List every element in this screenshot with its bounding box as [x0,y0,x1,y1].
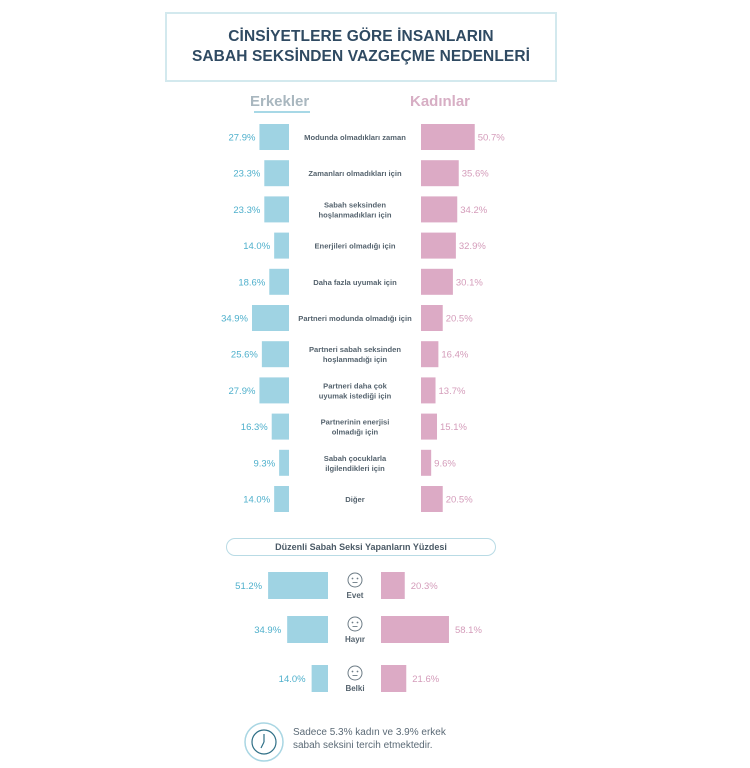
face-icon [347,616,363,632]
section2-title: Düzenli Sabah Seksi Yapanların Yüzdesi [226,538,496,556]
bar-men [261,341,289,368]
data-label-men: 23.3% [233,205,260,216]
face-eye-icon [351,621,354,624]
bar-men [264,196,289,223]
bar-women [421,232,456,259]
title-box: CİNSİYETLERE GÖRE İNSANLARIN SABAH SEKSİ… [165,12,557,82]
category-label: Diğer [345,495,364,504]
bar-women [421,305,443,331]
category-label: Sabah çocuklarla [324,454,387,463]
bar-men [268,572,328,599]
category-label: Enerjileri olmadığı için [314,242,395,251]
legend-men: Erkekler [250,93,310,110]
bar-men [264,160,289,187]
data-label-women: 30.1% [456,277,483,288]
bar-men [279,449,289,476]
bar-men [271,413,289,440]
data-label-men: 18.6% [238,277,265,288]
data-label-women: 35.6% [462,169,489,180]
face-eye-icon [356,621,359,624]
data-label-men: 51.2% [235,581,262,592]
bar-women [421,160,459,187]
data-label-men: 34.9% [254,625,281,636]
footnote: Sadece 5.3% kadın ve 3.9% erkek sabah se… [293,726,446,752]
face-eye-icon [356,577,359,580]
data-label-men: 27.9% [228,386,255,397]
data-label-women: 15.1% [440,422,467,433]
data-label-men: 23.3% [233,169,260,180]
category-label: olmadığı için [332,428,379,437]
bar-women [421,341,439,368]
category-label: Daha fazla uyumak için [313,278,397,287]
data-label-men: 16.3% [241,422,268,433]
bar-men [259,377,289,404]
bar-women [421,268,453,295]
bar-women [381,665,407,692]
bar-women [381,616,449,643]
face-icon [347,572,363,588]
category-label: hoşlanmadığı için [323,355,387,364]
category-label: Partneri modunda olmadığı için [298,314,412,323]
category-label: Zamanları olmadıkları için [308,169,402,178]
bar-men [274,486,289,512]
bar-women [381,572,405,599]
bar-men [311,665,328,692]
face-icon [347,665,363,681]
data-label-women: 9.6% [434,458,456,469]
data-label-women: 58.1% [455,625,482,636]
bar-men [259,124,289,150]
footnote-line-1: Sadece 5.3% kadın ve 3.9% erkek [293,727,446,738]
bar-women [421,124,475,150]
face-eye-icon [356,670,359,673]
data-label-women: 20.3% [411,581,438,592]
bar-men [269,268,289,295]
data-label-men: 34.9% [221,314,248,325]
data-label-men: 14.0% [279,674,306,685]
category-label: Evet [347,591,364,600]
data-label-men: 9.3% [253,458,275,469]
data-label-women: 21.6% [412,674,439,685]
title-line-2: SABAH SEKSİNDEN VAZGEÇME NEDENLERİ [191,48,531,65]
data-label-women: 34.2% [460,205,487,216]
category-label: Modunda olmadıkları zaman [304,133,406,142]
data-label-men: 27.9% [228,133,255,144]
data-label-women: 20.5% [446,495,473,506]
data-label-women: 32.9% [459,241,486,252]
bar-women [421,377,436,404]
bar-women [421,196,458,223]
data-label-men: 25.6% [231,350,258,361]
category-label: Partnerinin enerjisi [321,418,390,427]
category-label: hoşlanmadıkları için [318,210,391,219]
category-label: Belki [345,684,364,693]
face-eye-icon [351,577,354,580]
category-label: Partneri daha çok [323,381,388,390]
title-line-1: CİNSİYETLERE GÖRE İNSANLARIN [228,28,494,45]
clock-icon [244,722,284,762]
category-label: ilgilendikleri için [325,464,385,473]
bar-women [421,413,438,440]
data-label-men: 14.0% [243,495,270,506]
bar-men [274,232,289,259]
face-eye-icon [351,670,354,673]
category-label: Hayır [345,635,365,644]
bar-men [287,616,328,643]
data-label-women: 50.7% [478,133,505,144]
category-label: uyumak istediği için [319,391,392,400]
data-label-women: 20.5% [446,314,473,325]
legend-men-underline [254,111,310,113]
footnote-line-2: sabah seksini tercih etmektedir. [293,740,433,751]
bar-women [421,486,443,512]
category-label: Partneri sabah seksinden [309,345,401,354]
category-label: Sabah seksinden [324,200,386,209]
data-label-women: 13.7% [439,386,466,397]
bar-men [252,305,289,331]
legend-women: Kadınlar [410,93,471,110]
bar-women [421,449,432,476]
data-label-women: 16.4% [441,350,468,361]
data-label-men: 14.0% [243,241,270,252]
